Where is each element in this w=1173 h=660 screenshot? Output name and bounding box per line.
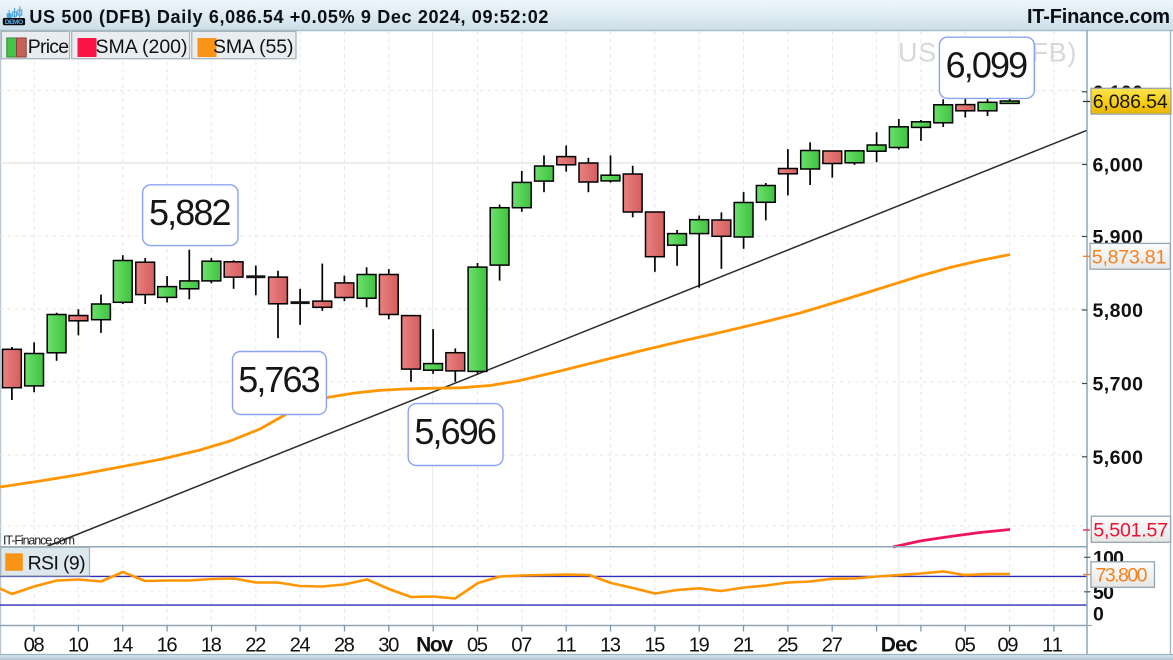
svg-text:0: 0 <box>1093 604 1104 626</box>
svg-text:10: 10 <box>68 634 89 656</box>
svg-text:5,882: 5,882 <box>149 192 232 233</box>
svg-text:07: 07 <box>511 634 532 656</box>
svg-text:5,800: 5,800 <box>1093 300 1144 322</box>
svg-text:30: 30 <box>378 634 399 656</box>
svg-text:15: 15 <box>644 634 665 656</box>
svg-text:SMA (200): SMA (200) <box>96 36 188 58</box>
svg-text:05: 05 <box>467 634 488 656</box>
svg-text:27: 27 <box>822 634 843 656</box>
svg-text:24: 24 <box>290 634 311 656</box>
svg-text:6,099: 6,099 <box>946 45 1029 86</box>
svg-text:SMA (55): SMA (55) <box>213 36 294 58</box>
svg-text:5,696: 5,696 <box>414 411 496 452</box>
svg-text:25: 25 <box>777 634 798 656</box>
svg-text:22: 22 <box>245 634 266 656</box>
svg-text:21: 21 <box>733 634 754 656</box>
svg-text:IT-Finance.com: IT-Finance.com <box>3 534 75 548</box>
svg-text:5,501.57: 5,501.57 <box>1093 519 1168 541</box>
svg-text:28: 28 <box>334 634 355 656</box>
svg-text:RSI (9): RSI (9) <box>28 553 86 575</box>
svg-text:19: 19 <box>689 634 710 656</box>
svg-text:Price: Price <box>28 36 69 58</box>
svg-text:08: 08 <box>24 634 45 656</box>
svg-text:6,000: 6,000 <box>1093 155 1144 177</box>
svg-text:05: 05 <box>955 634 976 656</box>
svg-text:5,873.81: 5,873.81 <box>1092 246 1167 268</box>
svg-text:09: 09 <box>998 634 1019 656</box>
svg-text:11: 11 <box>1042 634 1063 656</box>
svg-text:18: 18 <box>201 634 222 656</box>
svg-text:5,600: 5,600 <box>1093 447 1144 469</box>
svg-text:5,763: 5,763 <box>238 359 321 400</box>
svg-text:14: 14 <box>112 634 133 656</box>
svg-text:Nov: Nov <box>416 633 453 656</box>
svg-text:73.800: 73.800 <box>1096 565 1148 587</box>
svg-text:DEMO: DEMO <box>5 19 24 26</box>
svg-text:13: 13 <box>600 634 621 656</box>
svg-text:16: 16 <box>157 634 178 656</box>
svg-text:Dec: Dec <box>881 633 918 656</box>
svg-text:IT-Finance.com: IT-Finance.com <box>1027 6 1170 28</box>
svg-text:6,086.54: 6,086.54 <box>1093 91 1168 113</box>
svg-text:5,700: 5,700 <box>1093 374 1144 396</box>
svg-text:11: 11 <box>556 634 577 656</box>
svg-text:US 500 (DFB) Daily 6,086.54 +0: US 500 (DFB) Daily 6,086.54 +0.05% 9 Dec… <box>29 7 548 27</box>
